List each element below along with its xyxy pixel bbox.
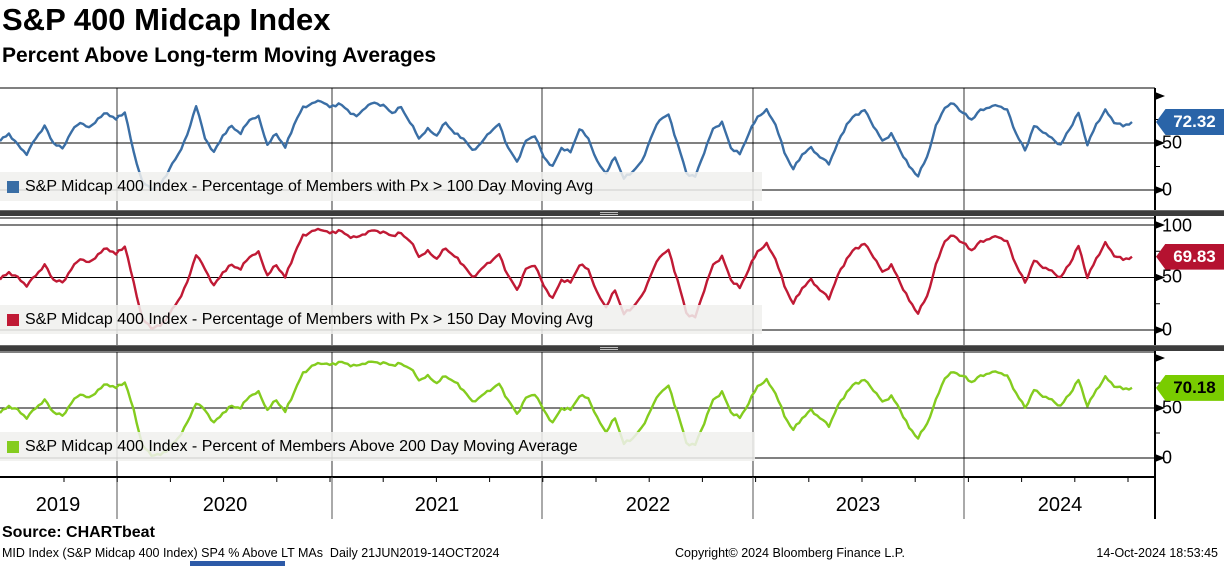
series-line-100dma [0, 99, 1133, 191]
xtick-2020: 2020 [202, 494, 248, 516]
panel-divider-2[interactable] [0, 345, 1224, 351]
ytick-p2-0: 0 [1162, 319, 1173, 340]
xtick-2024: 2024 [1037, 494, 1083, 516]
ytick-p3-0: 0 [1162, 447, 1173, 468]
footer-security-info: MID Index (S&P Midcap 400 Index) SP4 % A… [2, 546, 500, 560]
xtick-2023: 2023 [835, 494, 881, 516]
series-line-200dma [0, 360, 1133, 457]
xtick-2019: 2019 [35, 494, 81, 516]
series-line-150dma [0, 227, 1133, 330]
page-title: S&P 400 Midcap Index [2, 2, 331, 37]
page-subtitle: Percent Above Long-term Moving Averages [2, 44, 437, 67]
legend-label: S&P Midcap 400 Index - Percent of Member… [25, 437, 578, 455]
xtick-2022: 2022 [625, 494, 671, 516]
last-value-badge-100dma: 72.32 [1156, 109, 1224, 136]
legend-marker-icon [7, 180, 19, 193]
ytick-p1-0: 0 [1162, 179, 1173, 200]
legend-marker-icon [7, 313, 19, 326]
legend-150dma[interactable]: S&P Midcap 400 Index - Percentage of Mem… [0, 305, 762, 334]
last-value-badge-150dma: 69.83 [1156, 243, 1224, 270]
gridlines [0, 87, 1165, 519]
legend-marker-icon [7, 440, 19, 453]
xtick-2021: 2021 [414, 494, 460, 516]
ytick-p2-50: 50 [1162, 266, 1183, 287]
legend-200dma[interactable]: S&P Midcap 400 Index - Percent of Member… [0, 432, 755, 461]
panel-divider-1[interactable] [0, 210, 1224, 216]
divider-grip-icon [600, 347, 618, 351]
legend-label: S&P Midcap 400 Index - Percentage of Mem… [25, 310, 594, 328]
last-value-badge-200dma: 70.18 [1156, 374, 1224, 401]
footer-copyright: Copyright© 2024 Bloomberg Finance L.P. [675, 546, 905, 560]
footer-timestamp: 14-Oct-2024 18:53:45 [1096, 546, 1218, 560]
ytick-p2-100: 100 [1162, 215, 1193, 236]
bottom-blue-fragment [190, 561, 285, 566]
legend-100dma[interactable]: S&P Midcap 400 Index - Percentage of Mem… [0, 172, 762, 201]
ytick-p1-50: 50 [1162, 132, 1183, 153]
divider-grip-icon [600, 212, 618, 216]
ytick-p3-50: 50 [1162, 397, 1183, 418]
source-label: Source: CHARTbeat [2, 524, 155, 541]
legend-label: S&P Midcap 400 Index - Percentage of Mem… [25, 177, 594, 195]
